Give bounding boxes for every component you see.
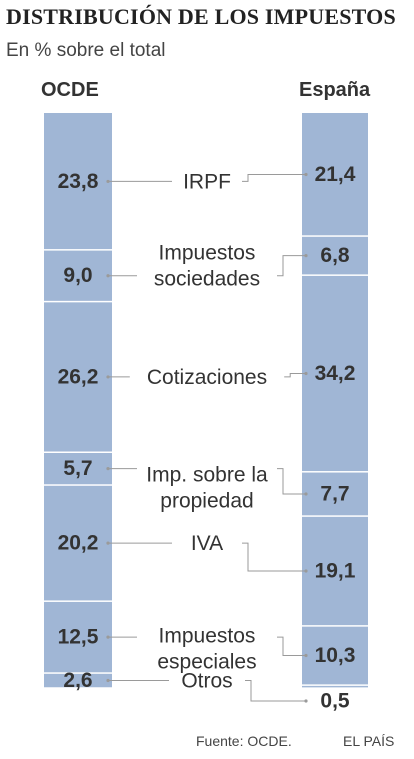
value-label-ocde-4: 20,2 (58, 532, 99, 555)
value-label-espana-6: 0,5 (320, 690, 350, 713)
bar-segment-espana-0 (302, 113, 368, 236)
chart-title: DISTRIBUCIÓN DE LOS IMPUESTOS (6, 4, 396, 29)
connector-dot-right-1 (304, 254, 308, 258)
publisher-brand: EL PAÍS (343, 733, 395, 749)
value-label-ocde-2: 26,2 (58, 365, 99, 388)
connector-dot-right-6 (304, 699, 308, 703)
category-label-0: IRPF (183, 170, 231, 193)
source-note: Fuente: OCDE. (196, 733, 292, 749)
connector-dot-left-1 (106, 274, 110, 278)
connector-right-4 (242, 542, 306, 572)
category-label-5: Impuestos especiales (157, 624, 256, 673)
bar-segment-espana-2 (302, 275, 368, 472)
category-label-2: Cotizaciones (147, 366, 267, 389)
value-label-ocde-6: 2,6 (63, 669, 92, 692)
value-label-espana-4: 19,1 (315, 559, 356, 582)
bar-segment-espana-1 (302, 236, 368, 275)
bar-segment-ocde-4 (44, 485, 112, 601)
connector-dot-right-5 (304, 653, 308, 658)
bar-segment-espana-5 (302, 626, 368, 685)
connector-dot-left-3 (106, 467, 110, 471)
bar-segment-ocde-0 (44, 113, 112, 250)
bar-segment-ocde-2 (44, 302, 112, 452)
value-label-espana-3: 7,7 (320, 482, 349, 505)
category-label-1: Impuestos sociedades (154, 242, 260, 291)
value-label-ocde-0: 23,8 (58, 170, 99, 193)
bar-segment-ocde-1 (44, 250, 112, 301)
bar-segment-espana-3 (302, 472, 368, 516)
connector-right-2 (284, 372, 306, 378)
bar-segment-ocde-6 (44, 673, 112, 688)
connector-right-5 (277, 636, 306, 657)
chart-subtitle: En % sobre el total (6, 40, 166, 61)
connector-dot-right-0 (304, 172, 308, 177)
connector-right-0 (242, 174, 306, 182)
connector-dot-left-5 (106, 635, 110, 639)
connector-right-3 (277, 468, 306, 495)
connector-right-1 (277, 255, 306, 277)
connector-dot-right-3 (304, 492, 308, 496)
bar-segment-espana-4 (302, 516, 368, 626)
bar-segment-ocde-3 (44, 453, 112, 485)
column-header-espana: España (299, 79, 371, 101)
value-label-espana-2: 34,2 (315, 362, 356, 385)
value-label-ocde-1: 9,0 (63, 264, 92, 287)
connector-dot-right-2 (304, 371, 308, 376)
value-label-ocde-3: 5,7 (63, 457, 92, 480)
connector-right-6 (245, 680, 306, 702)
bar-segment-ocde-5 (44, 601, 112, 673)
connector-dot-left-6 (106, 678, 110, 683)
value-label-ocde-5: 12,5 (58, 626, 99, 649)
value-label-espana-1: 6,8 (320, 244, 350, 267)
column-header-ocde: OCDE (41, 79, 99, 101)
connector-dot-left-2 (106, 375, 110, 379)
connector-dot-left-4 (106, 541, 110, 545)
category-label-6: Otros (181, 670, 232, 693)
connector-dot-right-4 (304, 569, 308, 573)
value-label-espana-0: 21,4 (315, 163, 356, 186)
category-label-4: IVA (191, 532, 223, 555)
bar-segment-espana-6 (302, 685, 368, 688)
value-label-espana-5: 10,3 (315, 644, 356, 667)
category-label-3: Imp. sobre la propiedad (146, 463, 268, 512)
connector-dot-left-0 (106, 179, 110, 184)
